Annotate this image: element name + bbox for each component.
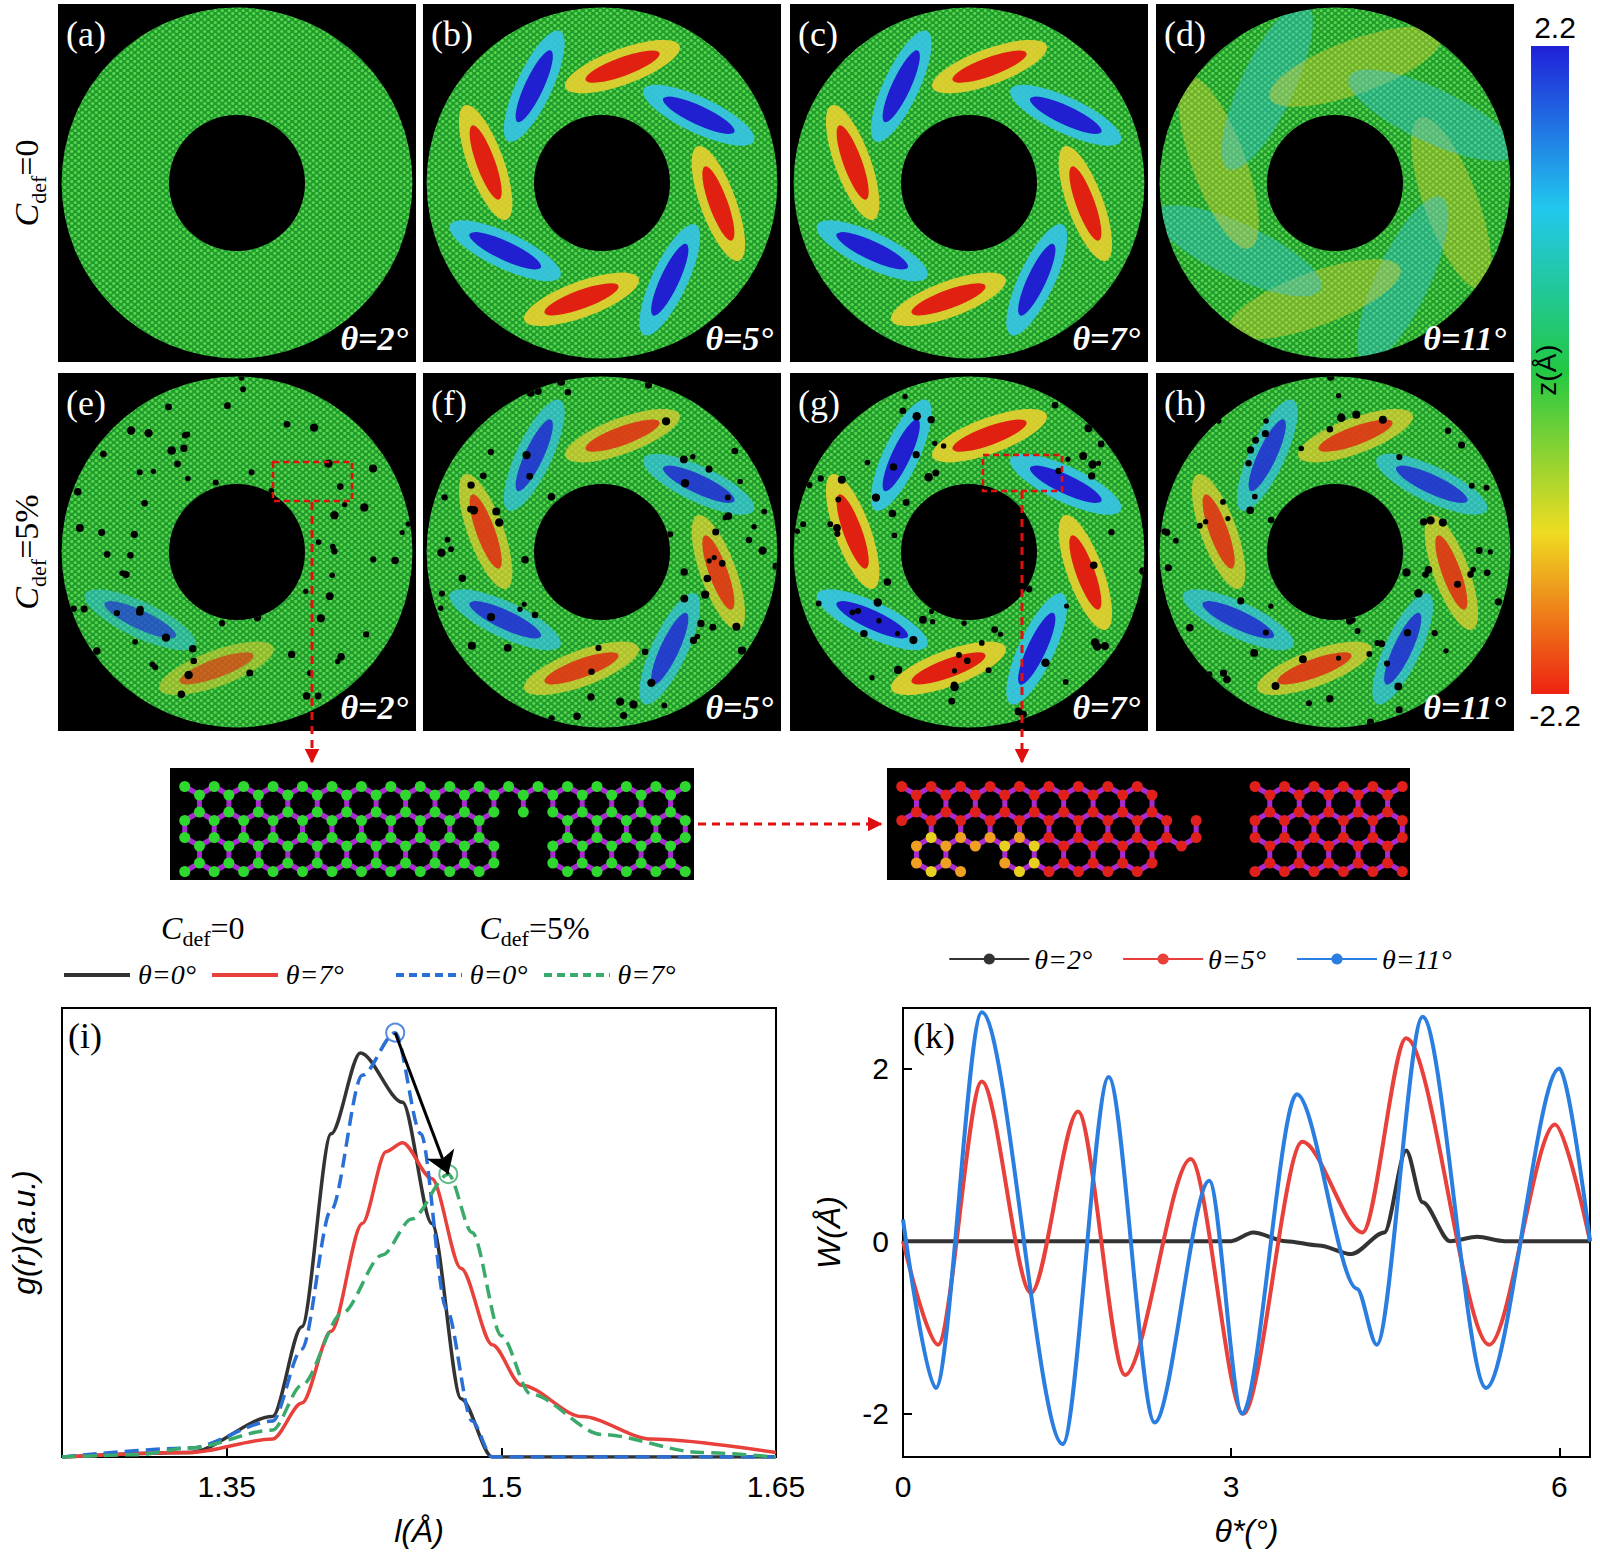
html-text:Cdef=0: Cdef=0: [161, 910, 245, 952]
html-text:θ=7°: θ=7°: [285, 959, 344, 991]
svg-text:(i): (i): [68, 1016, 102, 1056]
svg-text:(f): (f): [431, 383, 467, 423]
html-text:θ=0°: θ=0°: [469, 959, 528, 991]
svg-text:θ=2°: θ=2°: [340, 320, 408, 357]
svg-text:1.5: 1.5: [481, 1470, 523, 1503]
svg-text:(k): (k): [913, 1016, 955, 1056]
svg-text:g(r)(a.u.): g(r)(a.u.): [6, 1170, 42, 1294]
svg-text:θ=11°: θ=11°: [1423, 320, 1506, 357]
svg-text:Cdef=0: Cdef=0: [8, 140, 51, 227]
svg-text:θ=11°: θ=11°: [1382, 944, 1452, 975]
svg-text:θ=2°: θ=2°: [340, 689, 408, 726]
svg-text:(b): (b): [431, 14, 473, 54]
svg-text:θ=5°: θ=5°: [705, 320, 773, 357]
html-text:Cdef=5%: Cdef=5%: [479, 910, 590, 952]
svg-text:l(Å): l(Å): [394, 1513, 444, 1549]
svg-text:W(Å): W(Å): [811, 1196, 847, 1269]
svg-text:Cdef=5%: Cdef=5%: [8, 494, 51, 609]
svg-text:θ=11°: θ=11°: [1423, 689, 1506, 726]
svg-text:0: 0: [872, 1225, 889, 1258]
svg-text:(e): (e): [66, 383, 106, 423]
svg-text:1.65: 1.65: [747, 1470, 805, 1503]
svg-text:2.2: 2.2: [1534, 11, 1576, 44]
svg-text:z(Å): z(Å): [1531, 344, 1562, 395]
svg-text:θ*(°): θ*(°): [1215, 1513, 1279, 1549]
svg-text:0: 0: [895, 1470, 912, 1503]
svg-text:(c): (c): [798, 14, 838, 54]
svg-text:θ=5°: θ=5°: [705, 689, 773, 726]
html-text:θ=0°: θ=0°: [138, 959, 196, 991]
svg-text:θ=5°: θ=5°: [1208, 944, 1266, 975]
svg-text:θ=7°: θ=7°: [1072, 689, 1140, 726]
svg-text:1.35: 1.35: [198, 1470, 256, 1503]
svg-text:2: 2: [872, 1052, 889, 1085]
svg-text:3: 3: [1223, 1470, 1240, 1503]
svg-text:(d): (d): [1164, 14, 1206, 54]
svg-text:(a): (a): [66, 14, 106, 54]
svg-text:-2: -2: [862, 1397, 889, 1430]
svg-text:θ=7°: θ=7°: [1072, 320, 1140, 357]
svg-text:(g): (g): [798, 383, 840, 423]
svg-text:θ=2°: θ=2°: [1034, 944, 1092, 975]
html-text:θ=7°: θ=7°: [617, 959, 676, 991]
svg-text:(h): (h): [1164, 383, 1206, 423]
svg-text:6: 6: [1551, 1470, 1568, 1503]
svg-text:-2.2: -2.2: [1529, 699, 1581, 732]
